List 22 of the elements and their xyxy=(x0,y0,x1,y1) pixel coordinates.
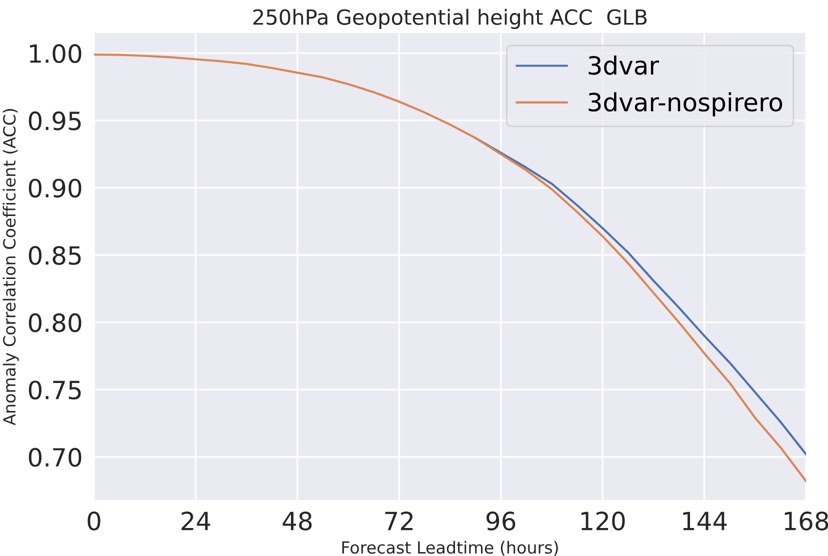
x-tick-label: 24 xyxy=(182,512,210,530)
x-tick-label: 144 xyxy=(683,512,727,530)
y-tick-label: 0.95 xyxy=(28,111,81,130)
x-tick-label: 96 xyxy=(486,512,516,530)
x-tick-label: 120 xyxy=(581,512,625,530)
x-tick-label: 48 xyxy=(282,512,312,530)
legend-label: 3dvar xyxy=(588,56,659,75)
chart-title: 250hPa Geopotential height ACC GLB xyxy=(253,8,647,29)
y-axis-title: Anomaly Correlation Coefficient (ACC) xyxy=(2,108,19,426)
y-tick-label: 0.90 xyxy=(28,178,82,198)
x-tick-label: 72 xyxy=(385,512,413,530)
x-tick-label: 168 xyxy=(784,512,828,530)
line-series xyxy=(474,136,806,456)
x-tick-label: 0 xyxy=(88,512,100,530)
y-tick-label: 0.85 xyxy=(28,246,81,265)
x-axis-title: Forecast Leadtime (hours) xyxy=(342,540,558,556)
y-tick-label: 0.75 xyxy=(28,380,81,400)
legend-label: 3dvar-nospirero xyxy=(588,92,782,116)
y-tick-label: 0.70 xyxy=(28,448,82,467)
y-tick-label: 0.80 xyxy=(28,313,82,332)
y-tick-label: 1.00 xyxy=(30,44,82,64)
line-series xyxy=(94,53,806,482)
